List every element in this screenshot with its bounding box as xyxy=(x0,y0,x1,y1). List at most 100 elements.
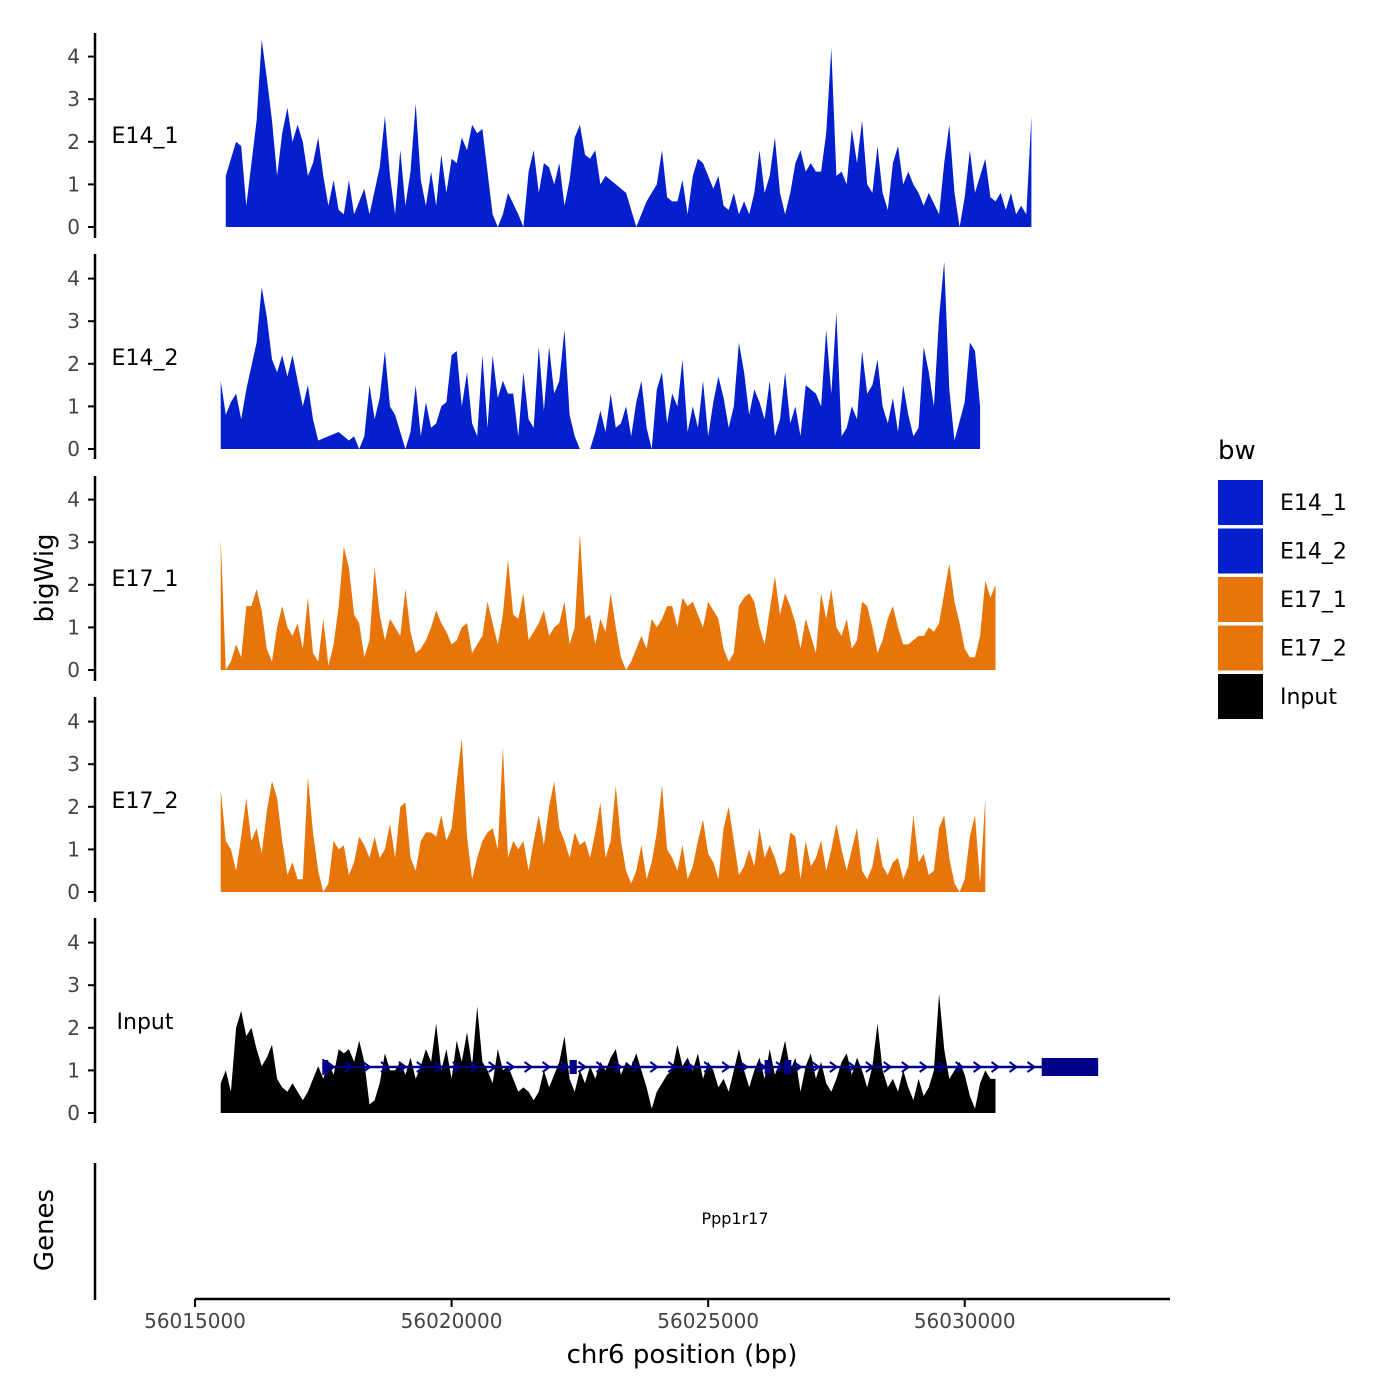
genes-track: Genes Ppp1r17 xyxy=(30,1058,1099,1300)
panel-input: 0 1 2 3 4 Input xyxy=(67,918,996,1125)
y-tick-label: 2 xyxy=(67,1016,80,1040)
exon xyxy=(764,1060,771,1074)
strand-arrow xyxy=(398,1061,408,1073)
gene-model xyxy=(322,1058,1099,1076)
y-tick-label: 3 xyxy=(67,309,80,333)
exon xyxy=(784,1060,792,1074)
x-tick-label: 56025000 xyxy=(657,1309,759,1333)
y-tick-label: 4 xyxy=(67,931,80,955)
legend-swatch-input xyxy=(1218,674,1263,719)
panel-e14-1: 0 1 2 3 4 E14_1 xyxy=(67,33,1032,239)
strand-arrow xyxy=(937,1061,947,1073)
panel-e14-2: 0 1 2 3 4 E14_2 xyxy=(67,254,981,461)
y-tick-label: 2 xyxy=(67,795,80,819)
y-tick-label: 3 xyxy=(67,752,80,776)
strand-arrow xyxy=(919,1061,929,1073)
exon xyxy=(323,1060,329,1074)
strand-arrow xyxy=(577,1061,588,1073)
y-tick-label: 2 xyxy=(67,352,80,376)
x-tick-label: 56015000 xyxy=(144,1309,246,1333)
strand-arrow xyxy=(829,1061,839,1073)
y-tick-label: 0 xyxy=(67,1101,80,1125)
strand-arrow xyxy=(847,1061,857,1073)
exon xyxy=(569,1060,577,1074)
legend-swatch-e14-1 xyxy=(1218,480,1263,525)
sample-label-e14-2: E14_2 xyxy=(112,346,179,371)
strand-arrow xyxy=(1026,1061,1037,1073)
strand-arrow xyxy=(559,1061,570,1073)
strand-arrow xyxy=(667,1061,677,1073)
panel-e17-1: 0 1 2 3 4 E17_1 xyxy=(67,476,996,682)
area-e17-1 xyxy=(220,533,996,670)
y-tick-label: 0 xyxy=(67,215,80,239)
x-tick-label: 56030000 xyxy=(914,1309,1016,1333)
strand-arrow xyxy=(865,1061,875,1073)
sample-label-e14-1: E14_1 xyxy=(112,124,179,149)
y-tick-label: 1 xyxy=(67,615,80,639)
strand-arrow xyxy=(972,1061,983,1073)
signal-panels: 0 1 2 3 4 E14_1 0 1 2 3 4 E14_2 0 1 2 3 4 E17_1 0 1 2 3 4 E17_2… xyxy=(67,33,1032,1125)
strand-arrow xyxy=(523,1061,534,1073)
legend: bw E14_1 E14_2 E17_1 E17_2 Input xyxy=(1218,436,1347,719)
strand-arrow xyxy=(955,1061,965,1073)
y-tick-label: 0 xyxy=(67,880,80,904)
strand-arrow xyxy=(470,1061,480,1073)
legend-label-e17-2: E17_2 xyxy=(1280,637,1347,662)
area-input xyxy=(220,993,996,1113)
y-tick-label: 0 xyxy=(67,658,80,682)
legend-swatch-e17-1 xyxy=(1218,577,1263,622)
strand-arrow xyxy=(416,1061,426,1073)
strand-arrow xyxy=(793,1061,803,1073)
strand-arrow xyxy=(326,1061,336,1073)
y-tick-label: 3 xyxy=(67,87,80,111)
y-tick-label: 2 xyxy=(67,130,80,154)
strand-arrow xyxy=(380,1061,390,1073)
strand-arrow xyxy=(1008,1061,1019,1073)
strand-arrow xyxy=(434,1061,444,1073)
sample-label-e17-2: E17_2 xyxy=(112,789,179,814)
strand-arrow xyxy=(739,1061,749,1073)
strand-arrow xyxy=(452,1061,462,1073)
strand-arrow xyxy=(721,1061,731,1073)
y-tick-label: 1 xyxy=(67,1058,80,1082)
strand-arrow xyxy=(613,1061,624,1073)
y-tick-label: 4 xyxy=(67,267,80,291)
x-tick-label: 56020000 xyxy=(401,1309,503,1333)
strand-arrow xyxy=(811,1061,821,1073)
legend-swatch-e14-2 xyxy=(1218,528,1263,574)
strand-arrow xyxy=(506,1061,516,1073)
strand-arrow xyxy=(541,1061,552,1073)
x-axis: 56015000 56020000 56025000 56030000 chr6 po… xyxy=(144,1297,1170,1370)
legend-items: E14_1 E14_2 E17_1 E17_2 Input xyxy=(1218,480,1347,719)
area-e17-2 xyxy=(220,738,986,892)
strand-arrow xyxy=(990,1061,1001,1073)
genes-track-label: Genes xyxy=(30,1189,60,1271)
strand-arrow xyxy=(703,1061,713,1073)
strand-arrow xyxy=(488,1061,498,1073)
x-axis-title: chr6 position (bp) xyxy=(567,1340,798,1370)
y-tick-label: 3 xyxy=(67,973,80,997)
area-e14-2 xyxy=(220,261,981,449)
legend-label-input: Input xyxy=(1280,685,1337,710)
strand-arrow xyxy=(631,1061,642,1073)
y-tick-label: 0 xyxy=(67,437,80,461)
y-tick-label: 4 xyxy=(67,710,80,734)
exon xyxy=(1041,1058,1099,1076)
strand-arrow xyxy=(883,1061,893,1073)
y-tick-label: 1 xyxy=(67,394,80,418)
strand-arrow xyxy=(362,1061,372,1073)
legend-swatch-e17-2 xyxy=(1218,625,1263,671)
legend-title: bw xyxy=(1218,436,1256,466)
y-tick-label: 3 xyxy=(67,530,80,554)
strand-arrow xyxy=(344,1061,354,1073)
area-e14-1 xyxy=(225,39,1032,227)
panel-e17-2: 0 1 2 3 4 E17_2 xyxy=(67,697,986,904)
strand-arrow xyxy=(901,1061,911,1073)
sample-label-input: Input xyxy=(117,1010,174,1035)
sample-label-e17-1: E17_1 xyxy=(112,567,179,592)
legend-label-e14-2: E14_2 xyxy=(1280,540,1347,565)
y-tick-label: 1 xyxy=(67,172,80,196)
strand-arrow xyxy=(775,1061,785,1073)
y-tick-label: 1 xyxy=(67,837,80,861)
